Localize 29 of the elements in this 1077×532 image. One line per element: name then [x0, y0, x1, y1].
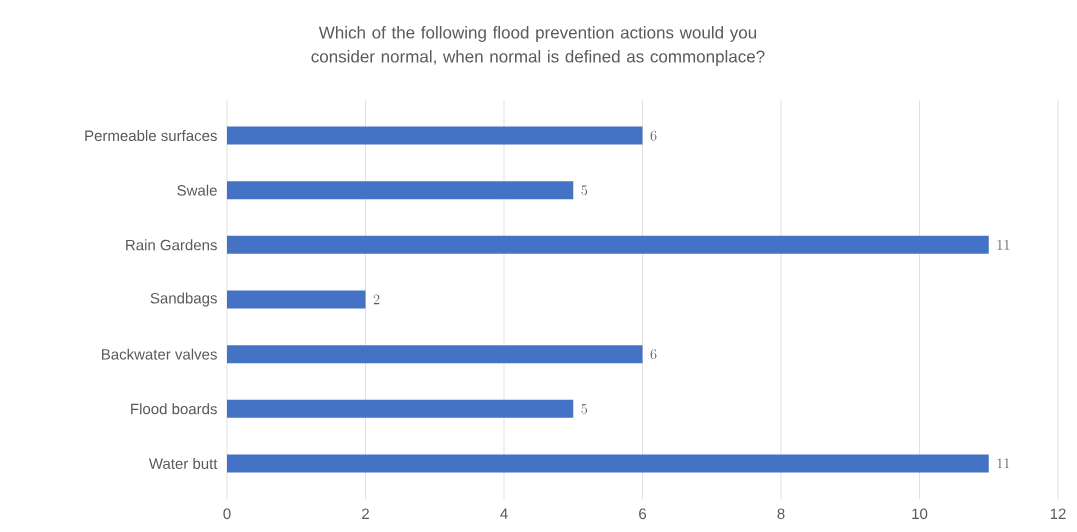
y-tick-label: Permeable surfaces [85, 130, 217, 142]
data-label: 11 [997, 239, 1010, 250]
bar [227, 290, 366, 309]
x-tick-label: 0 [223, 508, 231, 520]
data-label: 6 [650, 349, 657, 360]
bar [227, 235, 989, 254]
y-tick-label: Flood boards [131, 403, 217, 415]
x-tick-label: 2 [362, 508, 369, 519]
x-tick-label: 4 [500, 508, 508, 519]
y-tick-label: Swale [177, 184, 217, 196]
x-tick-label: 6 [639, 508, 647, 520]
bar [227, 181, 574, 200]
data-label: 2 [373, 294, 380, 305]
x-tick-label: 8 [777, 508, 785, 520]
bar [227, 399, 574, 418]
data-label: 5 [581, 403, 588, 414]
y-tick-label: Sandbags [150, 292, 217, 307]
y-tick-label: Rain Gardens [126, 239, 217, 251]
x-tick-label: 10 [912, 508, 928, 520]
bar [227, 454, 989, 473]
data-label: 6 [650, 130, 657, 141]
data-label: 5 [581, 185, 588, 196]
y-tick-label: Water butt [148, 457, 218, 469]
bar [227, 345, 643, 364]
data-label: 11 [997, 458, 1010, 469]
x-tick-label: 12 [1050, 508, 1066, 519]
y-tick-label: Backwater valves [102, 348, 217, 360]
chart-title: Which of the following flood prevention actions would you consider normal, when normal is defined as commonplace? [311, 26, 765, 66]
bar [227, 126, 643, 145]
